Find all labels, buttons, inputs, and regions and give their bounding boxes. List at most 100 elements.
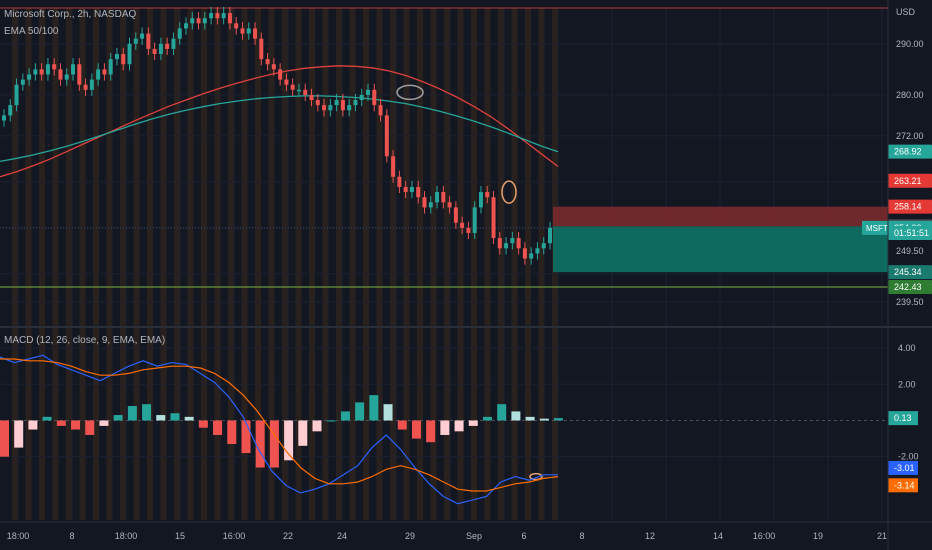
candle-body	[202, 18, 207, 24]
candle-body	[485, 192, 490, 198]
candle-body	[497, 238, 502, 249]
macd-tick-label: 2.00	[898, 379, 916, 389]
macd-tag-bg	[888, 411, 918, 426]
candle-body	[516, 238, 521, 249]
candle-body	[303, 89, 308, 95]
session-band	[430, 8, 437, 520]
session-band	[484, 8, 491, 520]
macd-tag-bg	[888, 460, 918, 475]
macd-histogram-bar	[426, 420, 436, 443]
candle-body	[510, 238, 515, 244]
candle-body	[146, 33, 151, 49]
horizontal-levels[interactable]	[0, 7, 888, 288]
macd-histogram-bar	[298, 420, 308, 446]
price-tag-label: 245.34	[894, 267, 922, 277]
macd-line	[0, 354, 558, 505]
candle-body	[89, 79, 94, 90]
session-band	[417, 8, 423, 520]
highlight-ellipse	[501, 180, 517, 204]
macd-histogram-bar	[355, 402, 365, 421]
macd-histogram-bar	[56, 420, 66, 426]
price-tag-bg	[888, 144, 932, 159]
time-tick-label: 6	[521, 531, 526, 541]
time-tick-label: 8	[579, 531, 584, 541]
macd-tag-label: -3.01	[894, 463, 915, 473]
time-tick-label: 12	[645, 531, 655, 541]
price-tick-label: 239.50	[896, 297, 924, 307]
symbol-legend[interactable]: Microsoft Corp., 2h, NASDAQ	[4, 9, 137, 20]
candle-body	[359, 94, 364, 101]
macd-histogram-bar	[0, 420, 9, 457]
price-tag-bg	[888, 173, 932, 188]
candle-body	[20, 79, 25, 85]
macd-histogram-bar	[113, 415, 123, 421]
session-band	[255, 8, 261, 520]
candle-body	[253, 28, 258, 39]
candle-body	[328, 105, 333, 111]
ema-legend[interactable]: EMA 50/100	[4, 26, 59, 37]
session-band	[376, 8, 383, 520]
session-band	[160, 8, 167, 520]
candle-body	[478, 192, 483, 208]
candle-body	[315, 100, 320, 106]
macd-histogram-bar	[85, 420, 95, 435]
candle-body	[114, 54, 119, 60]
time-tick-label: 18:00	[7, 531, 30, 541]
price-candles	[2, 6, 552, 265]
drawing-marks[interactable]	[396, 84, 543, 481]
session-band	[363, 8, 369, 520]
candle-body	[384, 115, 389, 157]
candle-body	[278, 69, 283, 80]
session-band	[12, 8, 18, 520]
candle-body	[453, 207, 458, 223]
macd-histogram-bar	[241, 420, 251, 454]
time-tick-label: 15	[175, 531, 185, 541]
session-band	[538, 8, 545, 520]
macd-histogram-bar	[454, 420, 464, 432]
macd-histogram-bar	[184, 416, 194, 421]
candle-body	[2, 115, 6, 121]
time-tick-label: 16:00	[753, 531, 776, 541]
macd-tag-label: -3.14	[894, 480, 915, 490]
session-band	[66, 8, 72, 520]
candle-body	[184, 23, 188, 29]
price-tag-label: 263.21	[894, 176, 922, 186]
candle-body	[435, 192, 440, 203]
macd-histogram-bar	[525, 416, 535, 421]
position-zone[interactable]	[553, 206, 888, 273]
candle-body	[441, 192, 446, 203]
time-tick-label: 29	[405, 531, 415, 541]
candle-body	[64, 74, 69, 80]
time-tick-label: 8	[69, 531, 74, 541]
candle-body	[45, 64, 50, 75]
macd-histogram-bar	[127, 406, 137, 421]
macd-histogram-bar	[554, 418, 563, 421]
candle-body	[58, 69, 63, 80]
candle-body	[52, 64, 57, 70]
macd-legend[interactable]: MACD (12, 26, close, 9, EMA, EMA)	[4, 335, 166, 346]
session-band	[25, 8, 32, 520]
take-profit-zone	[553, 226, 888, 273]
macd-histogram-bar	[255, 420, 265, 468]
candle-body	[397, 176, 402, 187]
session-band	[147, 8, 153, 520]
macd-tick-label: -2.00	[898, 452, 919, 462]
macd-histogram-bar	[397, 420, 407, 430]
macd-histogram-bar	[213, 420, 223, 435]
session-band	[322, 8, 329, 520]
session-band	[52, 8, 59, 520]
candle-body	[215, 13, 220, 19]
session-band	[79, 8, 86, 520]
session-band	[187, 8, 194, 520]
session-band	[174, 8, 180, 520]
time-tick-label: 14	[713, 531, 723, 541]
candle-body	[403, 186, 408, 193]
candle-body	[83, 84, 88, 90]
candle-body	[209, 13, 214, 19]
candle-body	[422, 197, 427, 208]
candle-body	[366, 89, 370, 95]
macd-histogram-bar	[312, 420, 322, 432]
price-tick-label: 272.00	[896, 131, 924, 141]
candle-body	[14, 84, 19, 106]
